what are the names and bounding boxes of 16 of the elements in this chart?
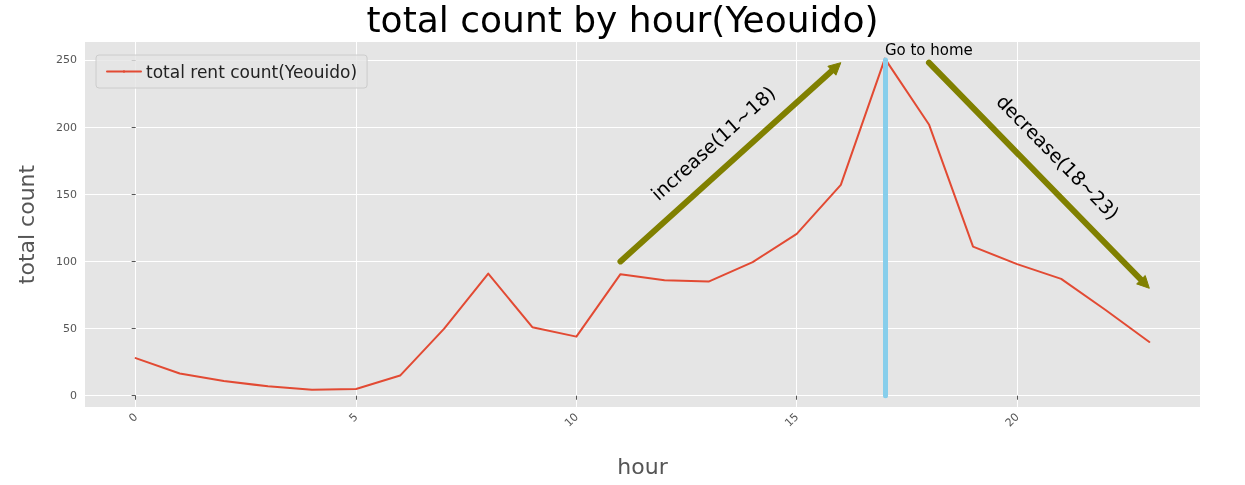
x-tick-label: 0: [126, 410, 141, 425]
y-tick-label: 150: [56, 187, 77, 201]
y-tick-label: 100: [56, 254, 77, 268]
y-axis-title: total count: [13, 164, 39, 285]
x-tick-label: 10: [561, 410, 581, 430]
y-tick-label: 250: [56, 53, 77, 67]
x-tick-label: 20: [1002, 410, 1022, 430]
x-axis-title: hour: [617, 453, 669, 479]
y-tick-label: 0: [70, 389, 77, 403]
chart-title: total count by hour(Yeouido): [366, 0, 879, 40]
x-tick-label: 5: [346, 410, 361, 425]
ref-line-label: Go to home: [884, 41, 973, 60]
x-tick-label: 15: [782, 410, 802, 430]
legend-label: total rent count(Yeouido): [146, 61, 358, 82]
y-tick-label: 200: [56, 120, 77, 134]
y-tick-label: 50: [63, 322, 77, 336]
